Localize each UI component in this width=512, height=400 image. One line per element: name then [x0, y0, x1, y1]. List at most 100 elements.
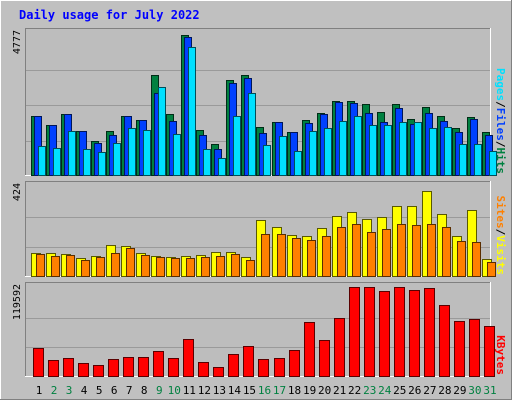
x-label-day-18: 18	[288, 384, 301, 397]
bar-sites-day-15	[246, 260, 255, 277]
x-label-day-26: 26	[408, 384, 421, 397]
x-label-day-30: 30	[468, 384, 481, 397]
y-max-label: 4777	[12, 30, 23, 54]
legend-separator: /	[494, 141, 507, 148]
legend-visits-sites: Sites/Visits	[494, 196, 507, 276]
x-label-day-3: 3	[66, 384, 73, 397]
bar-pages-day-17	[279, 136, 287, 176]
bar-pages-day-12	[203, 149, 211, 176]
bar-pages-day-3	[68, 131, 76, 176]
bar-kbytes-day-30	[469, 319, 480, 377]
bar-pages-day-16	[263, 145, 271, 176]
panel-visits-sites: 424 Sites/Visits	[12, 181, 507, 277]
x-label-day-29: 29	[453, 384, 466, 397]
legend-sites: Sites	[494, 196, 507, 229]
bar-sites-day-30	[472, 242, 481, 277]
legend-kbytes: KBytes	[494, 335, 507, 375]
x-label-day-19: 19	[303, 384, 316, 397]
bar-kbytes-day-19	[304, 322, 315, 377]
x-label-day-11: 11	[183, 384, 196, 397]
bar-kbytes-day-27	[424, 288, 435, 377]
legend-pages: Pages	[494, 68, 507, 101]
bar-kbytes-day-5	[93, 365, 104, 377]
bar-sites-day-27	[427, 224, 436, 277]
bar-sites-day-25	[397, 224, 406, 277]
bar-sites-day-4	[81, 260, 90, 277]
bar-sites-day-16	[261, 234, 270, 277]
bar-kbytes-day-10	[168, 358, 179, 377]
bar-kbytes-day-6	[108, 359, 119, 377]
bar-kbytes-day-22	[349, 287, 360, 377]
x-label-day-10: 10	[168, 384, 181, 397]
x-label-day-9: 9	[156, 384, 163, 397]
x-label-day-31: 31	[483, 384, 496, 397]
bar-pages-day-19	[309, 131, 317, 176]
x-label-day-2: 2	[51, 384, 58, 397]
x-label-day-4: 4	[81, 384, 88, 397]
bar-pages-day-28	[444, 127, 452, 176]
bar-pages-day-31	[489, 151, 497, 176]
bar-sites-day-31	[487, 262, 496, 277]
bar-sites-day-26	[412, 225, 421, 277]
bar-pages-day-15	[248, 93, 256, 176]
legend-hits: Hits	[494, 148, 507, 175]
bar-sites-day-2	[51, 256, 60, 277]
bar-pages-day-11	[188, 47, 196, 176]
bar-kbytes-day-4	[78, 363, 89, 377]
bar-pages-day-26	[414, 122, 422, 176]
x-label-day-20: 20	[318, 384, 331, 397]
y-max-label: 119592	[12, 284, 23, 320]
bar-kbytes-day-15	[243, 346, 254, 377]
bar-sites-day-24	[382, 229, 391, 277]
bar-pages-day-7	[128, 128, 136, 176]
bar-kbytes-day-8	[138, 357, 149, 377]
bar-kbytes-day-25	[394, 287, 405, 377]
bar-sites-day-20	[322, 236, 331, 277]
x-label-day-5: 5	[96, 384, 103, 397]
bar-sites-day-6	[111, 253, 120, 277]
x-label-day-14: 14	[228, 384, 242, 397]
bar-sites-day-28	[442, 227, 451, 277]
bar-pages-day-14	[233, 116, 241, 176]
bar-sites-day-13	[216, 256, 225, 277]
bar-pages-day-1	[38, 146, 46, 176]
bar-sites-day-17	[277, 234, 286, 277]
bar-kbytes-day-11	[183, 339, 194, 377]
bar-sites-day-9	[156, 257, 165, 277]
x-label-day-16: 16	[258, 384, 271, 397]
x-label-day-7: 7	[126, 384, 133, 397]
bar-kbytes-day-9	[153, 351, 164, 377]
bar-sites-day-10	[171, 258, 180, 277]
bar-sites-day-29	[457, 241, 466, 277]
bar-sites-day-14	[231, 254, 240, 277]
legend-kbytes: KBytes	[494, 335, 507, 375]
legend-visits: Visits	[494, 235, 507, 275]
bar-pages-day-9	[158, 87, 166, 176]
bar-pages-day-20	[324, 128, 332, 176]
bar-pages-day-27	[429, 128, 437, 176]
bar-pages-day-30	[474, 144, 482, 176]
chart-panels: 4777Pages/Files/Hits424Sites/Visits11959…	[12, 28, 507, 377]
chart-title: Daily usage for July 2022	[19, 8, 200, 22]
bar-kbytes-day-17	[274, 358, 285, 377]
bar-pages-day-13	[218, 158, 226, 176]
bar-sites-day-12	[201, 257, 210, 277]
bar-kbytes-day-18	[289, 350, 300, 377]
x-label-day-23: 23	[363, 384, 376, 397]
bar-kbytes-day-26	[409, 290, 420, 377]
bar-kbytes-day-16	[258, 359, 269, 377]
legend-separator: /	[494, 101, 507, 108]
bar-sites-day-1	[36, 254, 45, 277]
bar-sites-day-5	[96, 257, 105, 277]
bar-pages-day-21	[339, 121, 347, 176]
x-label-day-17: 17	[273, 384, 286, 397]
bar-pages-day-2	[53, 148, 61, 176]
bar-sites-day-18	[292, 238, 301, 277]
x-label-day-28: 28	[438, 384, 451, 397]
bar-sites-day-11	[186, 258, 195, 277]
bar-pages-day-29	[459, 144, 467, 176]
bar-kbytes-day-12	[198, 362, 209, 377]
bar-kbytes-day-14	[228, 354, 239, 377]
legend-files: Files	[494, 108, 507, 141]
